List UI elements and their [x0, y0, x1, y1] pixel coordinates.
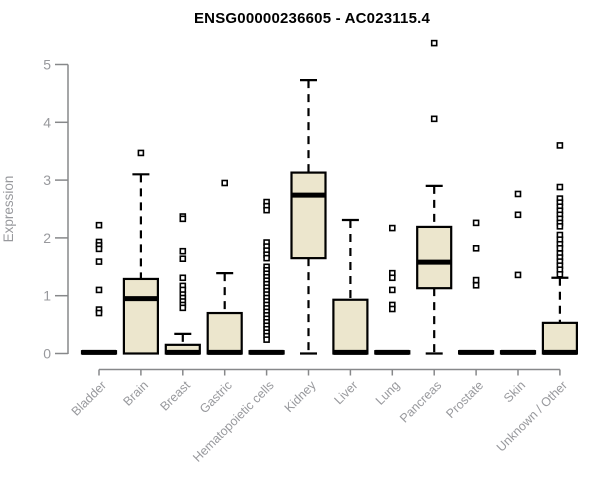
- box-iqr: [541, 321, 579, 355]
- outlier-point: [472, 219, 480, 227]
- x-axis-category-label: Unknown / Other: [494, 378, 570, 454]
- outlier-point: [556, 183, 564, 191]
- chart-title: ENSG00000236605 - AC023115.4: [193, 10, 431, 27]
- y-axis-title: Expression: [1, 176, 16, 243]
- boxplot-gastric: Gastric: [197, 179, 243, 416]
- outlier-point: [263, 336, 270, 343]
- y-axis-tick-label: 0: [43, 346, 51, 362]
- outlier-point: [472, 276, 480, 284]
- outlier-point: [95, 258, 103, 265]
- outlier-point: [472, 281, 480, 289]
- outlier-point: [556, 142, 564, 149]
- outlier-point: [556, 271, 564, 278]
- boxplot-bladder: Bladder: [69, 221, 118, 419]
- boxplot-lung: Lung: [373, 224, 411, 408]
- x-axis-category-label: Skin: [501, 378, 528, 405]
- outlier-point: [263, 254, 270, 262]
- outlier-point: [388, 286, 396, 294]
- outlier-point: [179, 247, 187, 255]
- outlier-point: [179, 255, 187, 263]
- outlier-point: [179, 215, 187, 223]
- boxplot-skin: Skin: [499, 190, 537, 405]
- x-axis-category-label: Breast: [157, 378, 193, 414]
- box-iqr: [416, 225, 453, 290]
- y-axis-tick-label: 4: [43, 114, 51, 130]
- box-iqr: [122, 277, 160, 355]
- outlier-point: [179, 274, 187, 282]
- outlier-point: [95, 245, 103, 253]
- x-axis-category-label: Hematopoietic cells: [190, 378, 277, 465]
- outlier-point: [221, 179, 228, 187]
- boxplot-pancreas: Pancreas: [397, 39, 453, 425]
- x-axis-category-label: Gastric: [197, 378, 235, 416]
- outlier-point: [514, 211, 522, 219]
- boxplot-liver: Liver: [331, 218, 369, 407]
- outlier-point: [388, 224, 396, 232]
- x-axis-category-label: Lung: [373, 378, 403, 408]
- boxplot-kidney: Kidney: [282, 79, 327, 415]
- box-iqr: [290, 171, 327, 260]
- x-axis-category-label: Prostate: [443, 378, 486, 421]
- outlier-point: [514, 271, 522, 279]
- outlier-point: [388, 305, 396, 313]
- boxplot-unknown-other: Unknown / Other: [494, 142, 579, 454]
- outlier-point: [514, 190, 522, 198]
- outlier-point: [430, 39, 438, 47]
- outlier-point: [95, 286, 103, 294]
- outlier-point: [430, 115, 438, 123]
- x-axis-category-label: Pancreas: [397, 378, 444, 425]
- box-iqr: [332, 298, 369, 355]
- x-axis-category-label: Kidney: [282, 378, 319, 415]
- y-axis-tick-label: 1: [43, 288, 51, 304]
- box-iqr: [206, 311, 243, 355]
- y-axis-tick-label: 5: [43, 57, 51, 73]
- boxplot-breast: Breast: [157, 213, 201, 414]
- outlier-point: [179, 304, 187, 312]
- x-axis-category-label: Liver: [331, 378, 360, 407]
- y-axis-tick-label: 3: [43, 172, 51, 188]
- outlier-point: [556, 245, 564, 252]
- outlier-point: [95, 309, 103, 317]
- outlier-point: [556, 223, 564, 230]
- outlier-point: [263, 206, 270, 214]
- outlier-point: [472, 245, 480, 252]
- x-axis-category-label: Brain: [120, 378, 151, 409]
- outlier-point: [137, 149, 145, 157]
- outlier-point: [95, 221, 103, 229]
- y-axis-tick-label: 2: [43, 230, 51, 246]
- outlier-point: [388, 274, 396, 282]
- x-axis-category-label: Bladder: [69, 378, 109, 418]
